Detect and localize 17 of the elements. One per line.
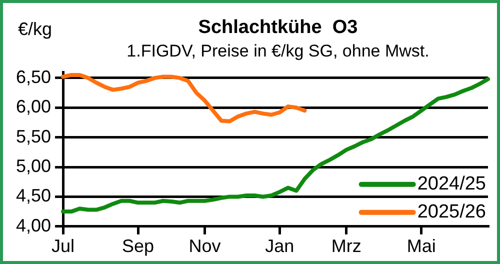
x-tick-label: Jan — [265, 236, 294, 256]
chart-subtitle: 1.FIGDV, Preise in €/kg SG, ohne Mwst. — [126, 42, 430, 61]
y-tick-label: 5,50 — [16, 126, 52, 146]
legend-label: 2024/25 — [417, 174, 486, 195]
y-tick-label: 5,00 — [16, 156, 52, 176]
y-tick-label: 6,00 — [16, 96, 52, 117]
y-tick-label: 4,50 — [16, 186, 52, 206]
x-tick-label: Nov — [188, 236, 221, 256]
y-tick-label: 4,00 — [16, 215, 52, 236]
legend-label: 2025/26 — [417, 202, 486, 223]
chart-title: Schlachtkühe O3 — [198, 17, 358, 38]
x-tick-label: Mai — [406, 236, 436, 256]
y-axis-title: €/kg — [18, 18, 52, 39]
x-tick-label: Jul — [52, 236, 75, 256]
x-tick-label: Mrz — [331, 236, 362, 256]
x-tick-label: Sep — [122, 236, 154, 256]
y-tick-label: 6,50 — [16, 66, 52, 87]
